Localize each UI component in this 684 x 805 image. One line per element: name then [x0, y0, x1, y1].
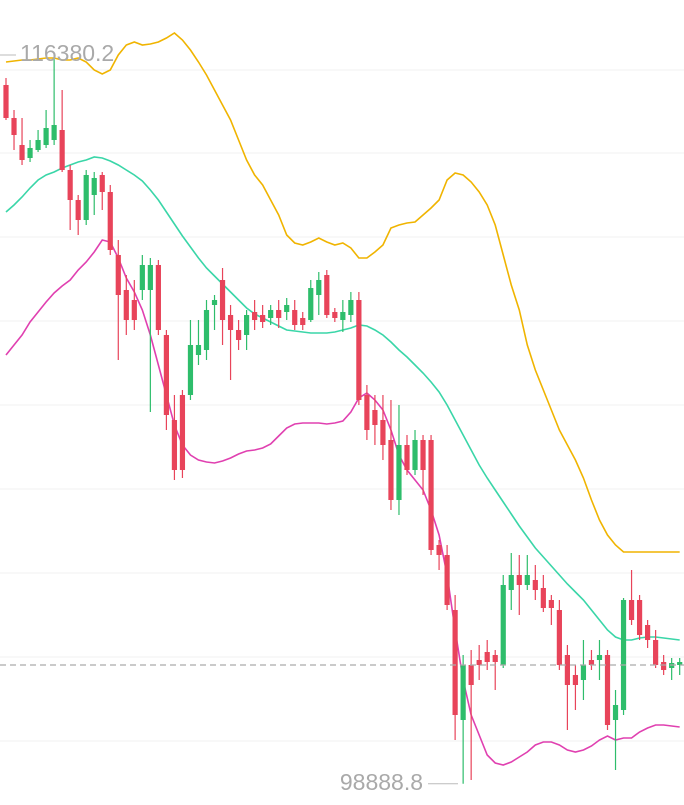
candle-body [661, 662, 667, 670]
candle-body [316, 280, 322, 295]
candle-body [396, 445, 402, 500]
candle-body [653, 640, 659, 665]
high-marker-label: 116380.2 [20, 40, 114, 66]
candle-body [244, 315, 250, 335]
candle-body [252, 312, 258, 320]
candle-body [460, 665, 466, 720]
candle-body [219, 280, 226, 320]
candle-body [308, 288, 314, 320]
candle-body [131, 300, 137, 320]
candle-body [11, 118, 17, 135]
candle-body [612, 705, 619, 720]
candle-body [604, 655, 611, 725]
candle-body [580, 665, 587, 680]
candle-body [187, 345, 194, 395]
candle-body [195, 345, 202, 355]
candle-body [620, 600, 627, 710]
candle-body [59, 130, 65, 170]
candle-body [268, 310, 274, 318]
candle-body [340, 312, 346, 320]
candle-body [227, 315, 234, 330]
candle-body [211, 300, 218, 305]
candle-body [468, 665, 474, 685]
candle-body [260, 315, 266, 322]
candle-body [284, 305, 290, 312]
candle-body [3, 85, 9, 118]
candle-body [556, 610, 562, 665]
candle-body [388, 440, 394, 500]
candle-body [596, 655, 603, 660]
middle-band [5, 156, 680, 641]
upper-band [5, 32, 680, 553]
candle-body [292, 310, 298, 325]
candle-body [404, 445, 410, 470]
candle-body [43, 128, 49, 145]
candle-body [179, 395, 186, 470]
candle-body [203, 310, 210, 350]
candle-body [324, 275, 330, 315]
candle-body [163, 335, 169, 415]
candle-body [532, 580, 538, 590]
candle-body [51, 125, 57, 140]
candle-body [452, 610, 458, 715]
candle-body [572, 675, 579, 685]
candle-body [372, 410, 378, 425]
candle-body [91, 178, 97, 195]
candle-body [677, 662, 683, 665]
candle-body [123, 290, 129, 320]
candle-body [444, 555, 450, 605]
candle-body [364, 395, 370, 430]
candle-body [436, 545, 442, 555]
candle-body [476, 660, 482, 665]
candle-body [115, 255, 121, 295]
candle-body [492, 655, 498, 662]
candle-body [83, 175, 89, 220]
candle-body [300, 318, 306, 325]
candle-body [75, 200, 81, 220]
candle-body [35, 140, 41, 150]
candle-body [628, 600, 635, 620]
candle-body [540, 588, 546, 608]
candle-body [67, 170, 73, 200]
candle-body [139, 265, 145, 290]
candle-body [171, 420, 178, 470]
candle-body [99, 175, 105, 192]
candle-body [107, 192, 113, 250]
candle-body [420, 440, 426, 470]
candle-body [636, 600, 643, 635]
candle-body [548, 600, 554, 608]
candle-body [380, 420, 386, 445]
candle-body [428, 440, 434, 550]
candle-body [516, 575, 522, 585]
candle-body [500, 585, 506, 665]
candle-body [19, 145, 25, 160]
candle-body [235, 330, 242, 340]
candle-body [588, 660, 595, 665]
candle-body [332, 312, 338, 318]
low-marker-label: 98888.8 [340, 769, 423, 795]
candle-body [524, 575, 530, 585]
candle-body [645, 625, 651, 640]
candle-body [508, 575, 514, 590]
candle-body [147, 265, 153, 290]
candle-body [412, 440, 418, 470]
candle-body [27, 148, 33, 158]
candle-body [276, 310, 282, 318]
candle-body [356, 300, 362, 400]
candle-body [348, 300, 354, 315]
candle-body [484, 652, 490, 662]
candle-body [564, 655, 570, 685]
candle-body [155, 265, 161, 330]
